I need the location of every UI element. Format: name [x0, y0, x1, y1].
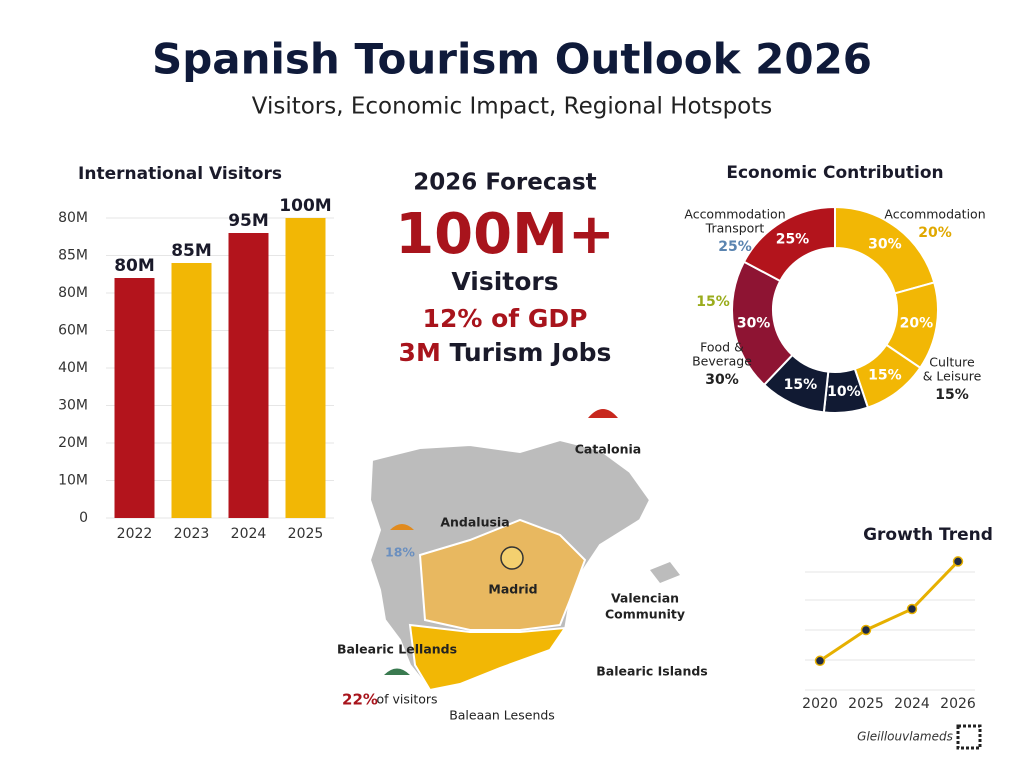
annotation-text: Accommodation — [884, 207, 985, 222]
x-tick-label: 2023 — [174, 526, 210, 542]
segment-label: 15% — [868, 368, 902, 384]
bar — [228, 233, 269, 518]
forecast-visitors: Visitors — [451, 267, 558, 296]
trend-point — [906, 603, 918, 615]
title: Spanish Tourism Outlook 2026 — [152, 35, 872, 84]
annotation-text: Beverage — [692, 354, 752, 369]
segment-label: 25% — [776, 231, 810, 247]
y-tick-label: 60M — [58, 323, 88, 339]
value-label: 80M — [114, 256, 155, 276]
annotation-text: Accommodation — [684, 207, 785, 222]
map-label: Balearic Lellands — [337, 642, 457, 657]
annotation-share: 15% — [935, 387, 969, 403]
chart-title: Growth Trend — [863, 525, 993, 545]
donut-segment — [742, 205, 836, 283]
map-label: Baleaan Lesends — [449, 708, 555, 723]
segment-label: 30% — [737, 315, 771, 331]
x-tick-label: 2025 — [848, 696, 884, 712]
x-tick-label: 2022 — [117, 526, 153, 542]
x-tick-label: 2024 — [231, 526, 267, 542]
y-tick-label: 80M — [58, 285, 88, 301]
annotation-text: Culture — [929, 355, 975, 370]
y-tick-label: 10M — [58, 473, 88, 489]
map-label: 18% — [385, 545, 415, 560]
bar — [171, 263, 212, 518]
annotation-text: Transport — [705, 221, 765, 236]
y-tick-label: 20M — [58, 435, 88, 451]
annotation-share: 25% — [718, 239, 752, 255]
segment-label: 10% — [827, 384, 861, 400]
map-label: of visitors — [376, 692, 437, 707]
y-tick-label: 0 — [79, 510, 88, 526]
y-tick-label: 30M — [58, 398, 88, 414]
map-island — [650, 562, 680, 583]
annotation-text: Food & — [700, 340, 744, 355]
jobs-number: 3M — [399, 338, 441, 367]
annotation-text: & Leisure — [923, 369, 982, 384]
jobs-text: Turism Jobs — [450, 338, 612, 367]
x-tick-label: 2026 — [940, 696, 976, 712]
chart-title: International Visitors — [78, 164, 282, 184]
umbrella-icon — [384, 668, 410, 675]
trend-point — [860, 624, 872, 636]
footer: Gleillouvlameds — [857, 730, 953, 744]
value-label: 95M — [228, 211, 269, 231]
map-label: Valencian — [611, 591, 679, 606]
chart-title: Economic Contribution — [726, 163, 943, 183]
subtitle: Visitors, Economic Impact, Regional Hots… — [252, 94, 773, 120]
forecast-heading: 2026 Forecast — [413, 170, 596, 196]
annotation-share: 20% — [918, 225, 952, 241]
segment-label: 15% — [784, 377, 818, 393]
map-label: 22% — [342, 691, 378, 709]
qr-code — [956, 724, 982, 750]
umbrella-icon — [390, 524, 414, 530]
umbrella-icon — [588, 409, 618, 418]
trend-point — [952, 556, 964, 567]
segment-label: 20% — [900, 315, 934, 331]
segment-label: 30% — [868, 236, 902, 252]
y-tick-label: 80M — [58, 210, 88, 226]
map-label: Balearic Islands — [596, 664, 707, 679]
map-label: Madrid — [488, 582, 537, 597]
map-region-center — [418, 518, 587, 631]
line-grid — [805, 571, 975, 691]
forecast-gdp: 12% of GDP — [423, 304, 588, 333]
value-label: 85M — [171, 241, 212, 261]
bar — [114, 278, 155, 518]
map-label: Andalusia — [440, 515, 509, 530]
x-tick-label: 2025 — [288, 526, 324, 542]
map-label: Community — [605, 607, 685, 622]
value-label: 100M — [279, 196, 331, 216]
map-label: Catalonia — [575, 442, 642, 457]
y-tick-label: 40M — [58, 360, 88, 376]
trend-point — [814, 655, 826, 667]
y-tick-label: 85M — [58, 248, 88, 264]
x-tick-label: 2024 — [894, 696, 930, 712]
map-region-south — [408, 623, 568, 692]
map-icon — [500, 546, 524, 570]
forecast-headline: 100M+ — [395, 202, 615, 267]
annotation-share: 30% — [705, 372, 739, 388]
bar — [285, 218, 326, 518]
annotation-share: 15% — [696, 294, 730, 310]
spain-map — [368, 409, 680, 692]
forecast-jobs: 3M Turism Jobs — [399, 338, 612, 367]
trend-line — [819, 560, 960, 663]
x-tick-label: 2020 — [802, 696, 838, 712]
